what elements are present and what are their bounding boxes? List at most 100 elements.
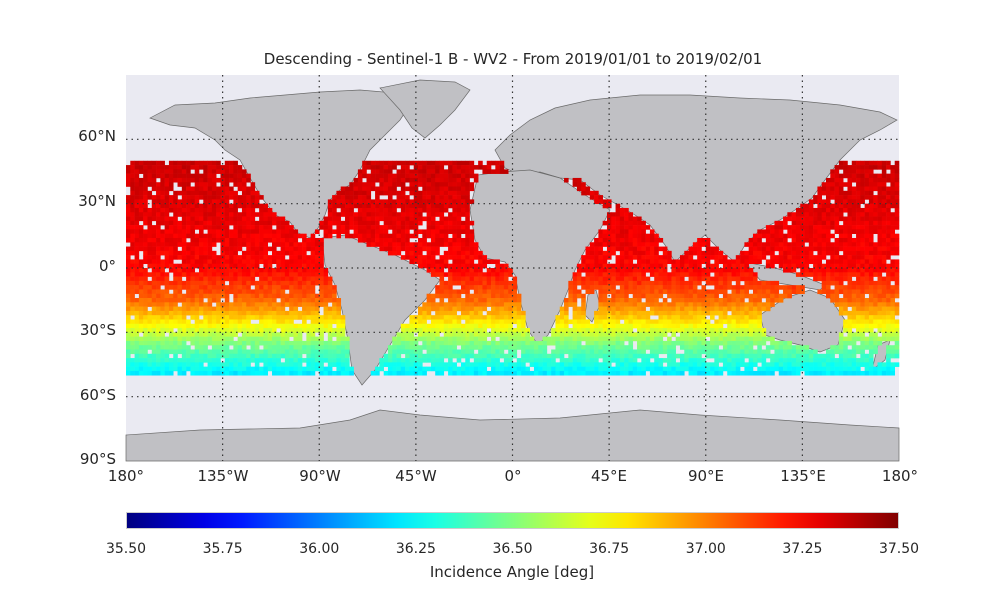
- data-cell: [151, 250, 157, 256]
- data-cell: [186, 199, 191, 204]
- data-cell: [233, 177, 238, 183]
- data-cell: [456, 233, 462, 239]
- data-cell: [272, 272, 277, 277]
- data-cell: [795, 272, 801, 277]
- data-cell: [387, 237, 393, 243]
- data-cell: [151, 160, 157, 166]
- data-cell: [362, 220, 367, 226]
- data-cell: [864, 169, 870, 174]
- data-cell: [602, 250, 608, 256]
- data-cell: [272, 328, 277, 333]
- data-cell: [705, 255, 711, 260]
- data-cell: [435, 285, 440, 290]
- data-cell: [847, 289, 853, 295]
- data-cell: [675, 323, 681, 329]
- data-cell: [190, 285, 196, 290]
- data-cell: [263, 203, 269, 209]
- data-cell: [439, 328, 445, 333]
- data-cell: [250, 336, 256, 342]
- data-cell: [340, 207, 346, 213]
- data-cell: [473, 255, 479, 260]
- data-cell: [199, 165, 204, 170]
- data-cell: [460, 225, 466, 230]
- data-cell: [727, 280, 732, 286]
- data-cell: [486, 332, 492, 337]
- data-cell: [340, 186, 346, 192]
- data-cell: [336, 328, 342, 333]
- data-cell: [671, 276, 676, 282]
- data-cell: [314, 280, 320, 286]
- data-cell: [731, 328, 737, 333]
- data-cell: [422, 306, 427, 312]
- data-cell: [443, 306, 449, 312]
- data-cell: [564, 306, 569, 312]
- data-cell: [207, 216, 213, 222]
- data-cell: [340, 336, 346, 342]
- data-cell: [293, 250, 299, 256]
- data-cell: [280, 263, 286, 269]
- data-cell: [181, 212, 187, 217]
- data-cell: [744, 255, 749, 260]
- data-cell: [722, 255, 728, 260]
- data-cell: [280, 306, 286, 312]
- data-cell: [559, 310, 565, 316]
- data-cell: [624, 298, 629, 303]
- data-cell: [340, 190, 346, 196]
- data-cell: [370, 177, 376, 183]
- data-cell: [134, 328, 140, 333]
- data-cell: [491, 259, 496, 265]
- data-cell: [765, 285, 771, 290]
- data-cell: [641, 237, 646, 243]
- data-cell: [783, 268, 788, 273]
- data-cell: [237, 323, 243, 329]
- data-cell: [336, 345, 342, 350]
- data-cell: [697, 298, 702, 303]
- data-cell: [138, 268, 144, 273]
- data-cell: [164, 216, 170, 222]
- data-cell: [473, 268, 479, 273]
- data-cell: [190, 340, 196, 346]
- data-cell: [817, 225, 822, 230]
- data-cell: [873, 173, 878, 179]
- data-cell: [886, 216, 891, 222]
- data-cell: [778, 225, 784, 230]
- data-cell: [181, 173, 187, 179]
- data-cell: [237, 216, 243, 222]
- data-cell: [795, 285, 801, 290]
- data-cell: [224, 233, 230, 239]
- data-cell: [284, 332, 290, 337]
- data-cell: [190, 268, 196, 273]
- data-cell: [615, 276, 621, 282]
- data-cell: [774, 233, 780, 239]
- data-cell: [443, 332, 449, 337]
- data-cell: [435, 293, 440, 299]
- data-cell: [495, 340, 500, 346]
- data-cell: [392, 246, 397, 252]
- data-cell: [233, 246, 238, 252]
- data-cell: [332, 229, 337, 234]
- data-cell: [194, 293, 200, 299]
- data-cell: [808, 229, 814, 234]
- data-cell: [134, 310, 140, 316]
- data-cell: [194, 199, 200, 204]
- data-cell: [684, 263, 689, 269]
- data-cell: [834, 272, 840, 277]
- data-cell: [881, 268, 887, 273]
- data-cell: [701, 310, 707, 316]
- data-cell: [873, 242, 878, 247]
- data-cell: [860, 302, 865, 307]
- data-cell: [813, 259, 818, 265]
- data-cell: [156, 165, 161, 170]
- data-cell: [237, 165, 243, 170]
- data-cell: [147, 169, 153, 174]
- data-cell: [164, 310, 170, 316]
- data-cell: [564, 310, 569, 316]
- data-cell: [585, 259, 591, 265]
- data-cell: [495, 268, 500, 273]
- data-cell: [254, 195, 260, 200]
- data-cell: [272, 280, 277, 286]
- data-cell: [679, 323, 685, 329]
- data-cell: [456, 250, 462, 256]
- data-cell: [718, 319, 724, 325]
- data-cell: [138, 276, 144, 282]
